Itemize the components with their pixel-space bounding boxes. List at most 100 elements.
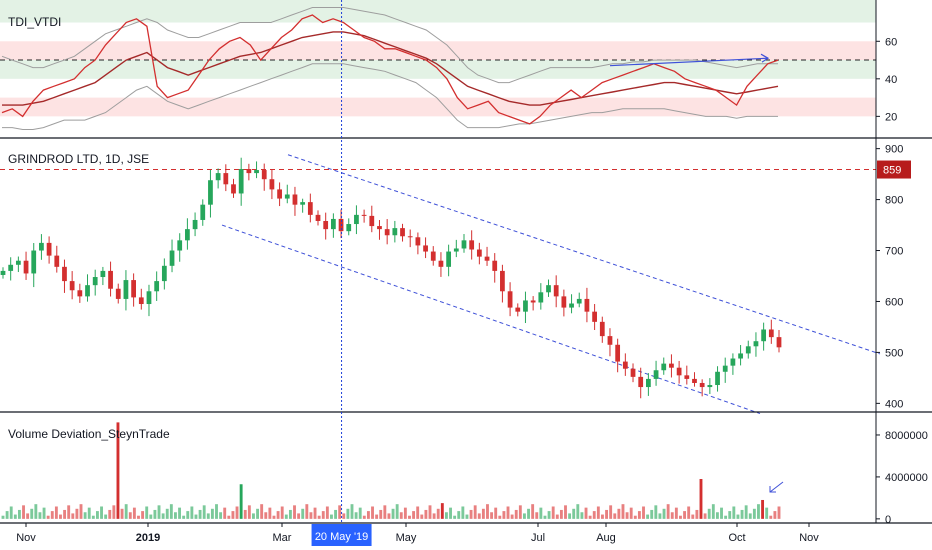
candle-body[interactable]	[369, 215, 375, 227]
candle-body[interactable]	[92, 277, 98, 286]
candle-body[interactable]	[315, 214, 321, 221]
candle-body[interactable]	[307, 202, 313, 215]
candle-body[interactable]	[407, 236, 413, 238]
candle-body[interactable]	[553, 285, 559, 297]
candle-body[interactable]	[346, 224, 352, 232]
candle-body[interactable]	[100, 270, 106, 278]
candle-body[interactable]	[85, 285, 90, 297]
candle-body[interactable]	[768, 329, 774, 338]
candle-body[interactable]	[699, 382, 705, 388]
candle-body[interactable]	[377, 226, 382, 230]
candle-body[interactable]	[684, 375, 690, 379]
candle-body[interactable]	[423, 245, 428, 252]
candle-body[interactable]	[615, 344, 621, 362]
candle-body[interactable]	[323, 220, 329, 230]
candle-body[interactable]	[161, 265, 167, 282]
candle-body[interactable]	[277, 189, 282, 199]
candle-body[interactable]	[31, 250, 37, 274]
candle-body[interactable]	[669, 363, 674, 368]
channel-upper-line[interactable]	[287, 154, 881, 355]
candle-body[interactable]	[546, 285, 551, 293]
candle-body[interactable]	[292, 194, 298, 205]
candle-body[interactable]	[254, 170, 259, 174]
candle-body[interactable]	[661, 363, 667, 371]
candle-body[interactable]	[653, 370, 659, 379]
candle-body[interactable]	[208, 180, 213, 205]
candle-body[interactable]	[607, 336, 613, 345]
candle-body[interactable]	[15, 260, 21, 265]
candle-body[interactable]	[223, 173, 229, 185]
candle-body[interactable]	[515, 307, 521, 312]
candle-body[interactable]	[561, 296, 567, 308]
candle-body[interactable]	[476, 249, 482, 257]
candle-body[interactable]	[415, 237, 421, 246]
candle-body[interactable]	[761, 329, 767, 342]
candle-body[interactable]	[745, 346, 751, 354]
candle-body[interactable]	[523, 300, 528, 312]
candle-body[interactable]	[39, 242, 44, 251]
candle-body[interactable]	[8, 264, 14, 271]
candle-body[interactable]	[453, 248, 459, 252]
candle-body[interactable]	[231, 184, 236, 194]
candle-body[interactable]	[62, 266, 67, 282]
candle-body[interactable]	[238, 169, 244, 194]
candle-body[interactable]	[46, 242, 52, 256]
candle-body[interactable]	[330, 218, 336, 230]
candle-body[interactable]	[392, 228, 398, 236]
candle-body[interactable]	[676, 367, 682, 376]
candle-body[interactable]	[722, 365, 728, 372]
candle-body[interactable]	[469, 240, 475, 250]
candle-body[interactable]	[715, 371, 720, 386]
candle-body[interactable]	[54, 255, 60, 267]
candle-body[interactable]	[753, 341, 759, 347]
candle-body[interactable]	[131, 280, 136, 298]
candle-body[interactable]	[646, 378, 651, 388]
candle-body[interactable]	[630, 368, 636, 377]
candle-body[interactable]	[538, 292, 544, 303]
candle-body[interactable]	[146, 291, 152, 305]
candle-body[interactable]	[584, 298, 590, 312]
candle-body[interactable]	[23, 260, 29, 274]
volume-pane[interactable]	[1, 422, 784, 519]
candle-body[interactable]	[446, 251, 452, 267]
candle-body[interactable]	[776, 337, 782, 348]
candle-body[interactable]	[215, 173, 221, 181]
candle-body[interactable]	[185, 229, 190, 241]
candle-body[interactable]	[622, 361, 628, 369]
candle-body[interactable]	[246, 169, 252, 174]
candle-body[interactable]	[284, 194, 290, 199]
candle-body[interactable]	[177, 240, 183, 251]
candle-body[interactable]	[123, 280, 129, 299]
candle-body[interactable]	[169, 250, 175, 266]
candle-body[interactable]	[361, 214, 367, 216]
candle-body[interactable]	[400, 228, 405, 237]
candle-body[interactable]	[384, 229, 390, 236]
candle-body[interactable]	[300, 202, 306, 205]
candle-body[interactable]	[569, 303, 574, 308]
candle-body[interactable]	[200, 204, 206, 220]
candle-body[interactable]	[707, 385, 713, 388]
candle-body[interactable]	[438, 260, 444, 267]
tdi-pane[interactable]	[0, 0, 876, 130]
candle-body[interactable]	[738, 353, 743, 359]
candle-body[interactable]	[461, 240, 467, 249]
price-pane[interactable]	[0, 154, 881, 415]
candle-body[interactable]	[115, 288, 121, 299]
candle-body[interactable]	[692, 378, 697, 383]
candle-body[interactable]	[0, 270, 6, 275]
candle-body[interactable]	[530, 300, 536, 303]
candle-body[interactable]	[192, 219, 198, 230]
candle-body[interactable]	[492, 260, 498, 271]
channel-lower-line[interactable]	[221, 224, 761, 415]
candle-body[interactable]	[484, 256, 490, 261]
candle-body[interactable]	[500, 270, 505, 292]
candle-body[interactable]	[354, 214, 359, 225]
candle-body[interactable]	[638, 376, 644, 388]
candle-body[interactable]	[261, 170, 267, 180]
candle-body[interactable]	[592, 311, 597, 322]
candle-body[interactable]	[599, 321, 605, 337]
candle-body[interactable]	[507, 291, 513, 308]
candle-body[interactable]	[108, 270, 113, 289]
candle-body[interactable]	[138, 297, 144, 305]
